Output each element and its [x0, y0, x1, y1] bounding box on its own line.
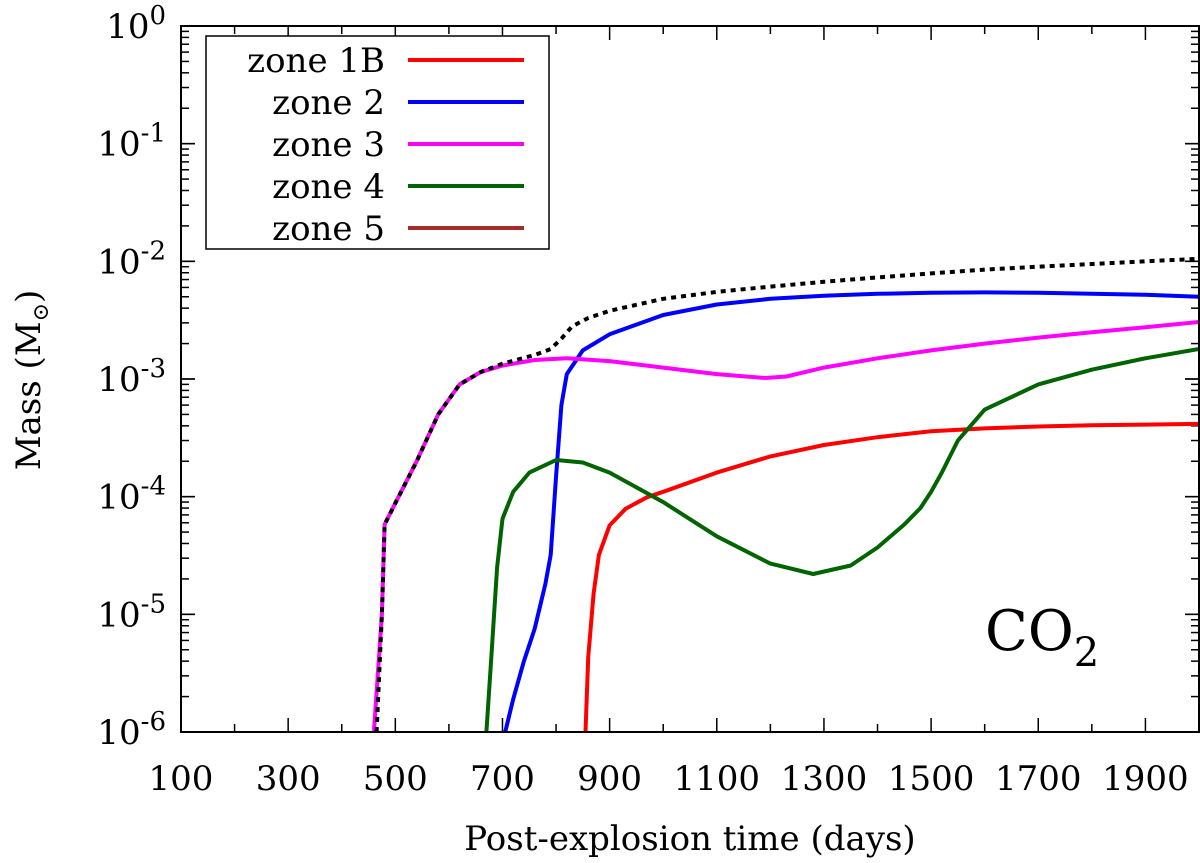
axis-ticks	[180, 25, 1200, 733]
x-tick-label: 1700	[995, 759, 1082, 799]
y-axis-label: Mass (M⊙)	[9, 290, 54, 471]
x-tick-label: 300	[256, 759, 321, 799]
y-tick-label: 10-3	[97, 354, 166, 400]
legend-label-zone-5: zone 5	[272, 209, 385, 249]
molecule-annotation: CO2	[985, 599, 1099, 676]
solar-mass-symbol: ⊙	[29, 303, 54, 321]
y-tick-label: 10-4	[97, 472, 166, 518]
legend-label-zone-2: zone 2	[272, 83, 385, 123]
series-line-zone-4	[484, 347, 1199, 732]
y-tick-label: 10-5	[97, 589, 166, 635]
legend-label-zone-1b: zone 1B	[247, 41, 385, 81]
y-tick-label: 10-6	[97, 707, 166, 753]
x-tick-label: 900	[577, 759, 642, 799]
series-line-zone-2	[503, 290, 1199, 732]
y-tick-label: 10-2	[97, 236, 166, 282]
x-tick-label: 100	[149, 759, 214, 799]
y-axis-label-group: Mass (M⊙)	[9, 290, 54, 471]
x-tick-label: 500	[363, 759, 428, 799]
series-line-zone-1b	[583, 421, 1199, 732]
x-tick-labels: 100 300 500 700 900 1100 1300 1500 1700 1900	[149, 759, 1189, 799]
y-tick-label: 10-1	[97, 119, 166, 165]
legend-label-zone-4: zone 4	[272, 167, 385, 207]
x-tick-label: 1300	[781, 759, 868, 799]
y-tick-labels: 10-6 10-5 10-4 10-3 10-2 10-1 100	[97, 1, 166, 753]
legend-label-zone-3: zone 3	[272, 125, 385, 165]
y-tick-label: 100	[106, 1, 166, 47]
series-layer	[371, 256, 1199, 732]
x-tick-label: 1100	[674, 759, 761, 799]
x-tick-label: 1500	[888, 759, 975, 799]
x-tick-label: 1900	[1102, 759, 1189, 799]
x-axis-label: Post-explosion time (days)	[464, 819, 915, 859]
plot-frame	[180, 25, 1200, 733]
x-tick-label: 700	[470, 759, 535, 799]
